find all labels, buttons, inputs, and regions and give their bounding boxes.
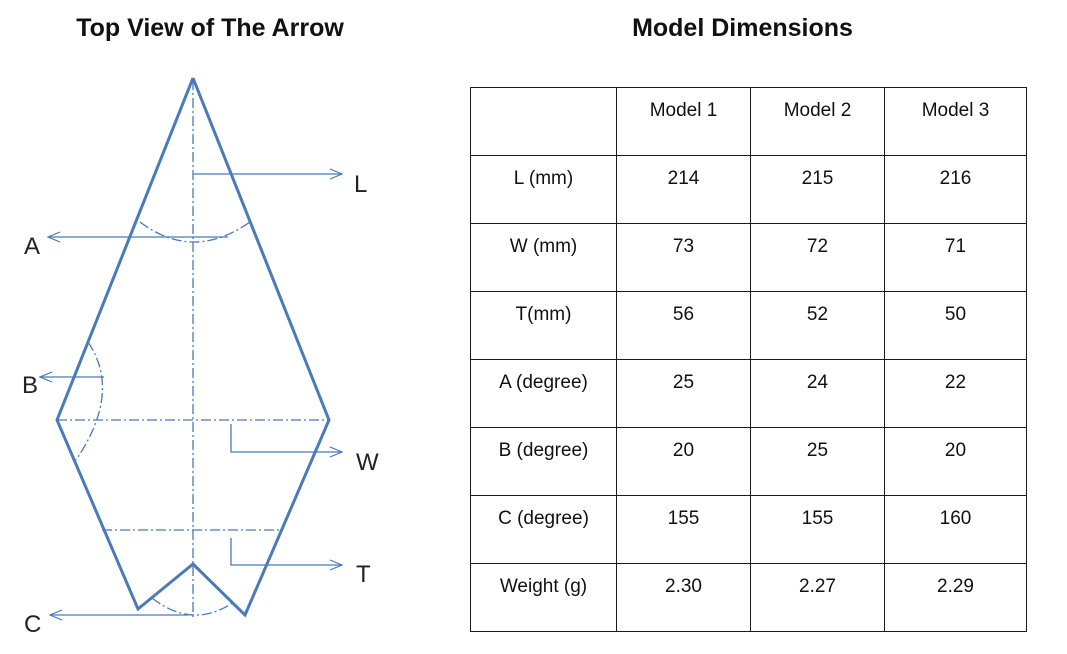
table-cell: 20 xyxy=(616,427,751,496)
table-cell: 72 xyxy=(750,223,885,292)
table-header-row: Model 1 Model 2 Model 3 xyxy=(470,87,1027,156)
table-cell: 215 xyxy=(750,155,885,224)
table-cell: 52 xyxy=(750,291,885,360)
row-label: A (degree) xyxy=(470,359,617,428)
table-cell: 25 xyxy=(750,427,885,496)
table-cell: 22 xyxy=(884,359,1027,428)
table-cell: 56 xyxy=(616,291,751,360)
diagram-title: Top View of The Arrow xyxy=(76,14,344,42)
column-header: Model 1 xyxy=(616,87,751,156)
table-cell: 2.30 xyxy=(616,563,751,632)
arrow-top-view-diagram: L A B W T C xyxy=(22,77,379,638)
table-row: L (mm) 214 215 216 xyxy=(470,155,1027,224)
table-cell: 155 xyxy=(616,495,751,564)
label-c: C xyxy=(24,611,41,638)
row-label: C (degree) xyxy=(470,495,617,564)
table-cell: 24 xyxy=(750,359,885,428)
table-row: A (degree) 25 24 22 xyxy=(470,359,1027,428)
column-header: Model 2 xyxy=(750,87,885,156)
table-cell: 20 xyxy=(884,427,1027,496)
table-title: Model Dimensions xyxy=(632,14,853,42)
table-cell: 2.29 xyxy=(884,563,1027,632)
table-row: B (degree) 20 25 20 xyxy=(470,427,1027,496)
table-cell: 73 xyxy=(616,223,751,292)
table-row: Weight (g) 2.30 2.27 2.29 xyxy=(470,563,1027,632)
row-label: W (mm) xyxy=(470,223,617,292)
table-cell: 216 xyxy=(884,155,1027,224)
table-cell: 50 xyxy=(884,291,1027,360)
table-row: W (mm) 73 72 71 xyxy=(470,223,1027,292)
table-cell: 2.27 xyxy=(750,563,885,632)
table-cell: 214 xyxy=(616,155,751,224)
angle-a-arc xyxy=(139,221,251,243)
row-label: T(mm) xyxy=(470,291,617,360)
row-label: B (degree) xyxy=(470,427,617,496)
model-dimensions-table: Model 1 Model 2 Model 3 L (mm) 214 215 2… xyxy=(470,87,1027,632)
label-b: B xyxy=(22,372,38,399)
label-w: W xyxy=(356,449,379,476)
table-row: C (degree) 155 155 160 xyxy=(470,495,1027,564)
label-a: A xyxy=(24,233,40,260)
column-header: Model 3 xyxy=(884,87,1027,156)
table-cell: 160 xyxy=(884,495,1027,564)
angle-c-arc xyxy=(151,597,235,616)
table-row: T(mm) 56 52 50 xyxy=(470,291,1027,360)
label-l: L xyxy=(354,171,367,198)
table-corner-cell xyxy=(470,87,617,156)
table-cell: 155 xyxy=(750,495,885,564)
table-cell: 71 xyxy=(884,223,1027,292)
angle-b-arc xyxy=(75,341,104,461)
label-t: T xyxy=(356,561,371,588)
table-cell: 25 xyxy=(616,359,751,428)
t-pointer xyxy=(230,538,342,565)
row-label: L (mm) xyxy=(470,155,617,224)
w-pointer xyxy=(230,424,342,452)
row-label: Weight (g) xyxy=(470,563,617,632)
